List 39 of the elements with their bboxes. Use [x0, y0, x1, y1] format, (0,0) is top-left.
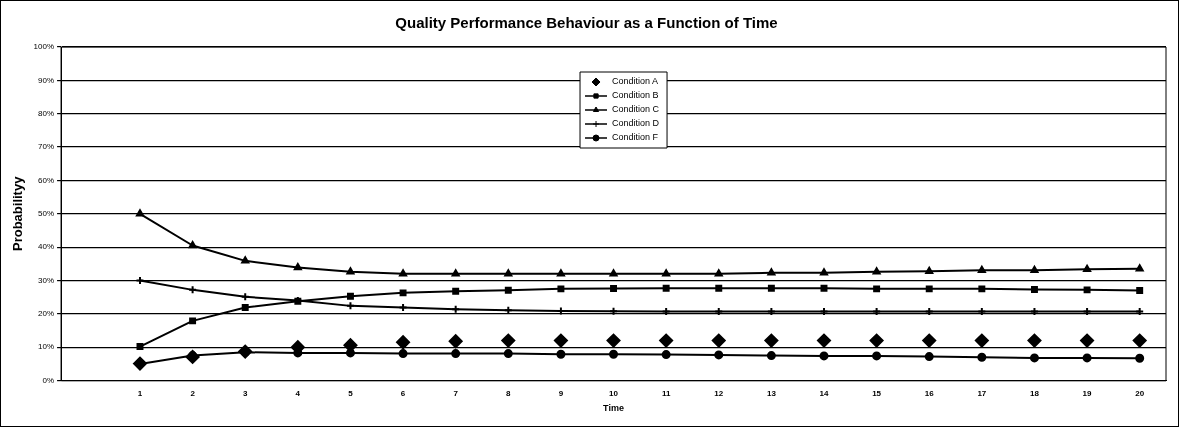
y-tick-label: 20% [38, 309, 55, 319]
legend-label: Condition B [612, 90, 659, 101]
x-axis-title: Time [603, 403, 624, 414]
x-tick-label: 17 [977, 388, 987, 398]
x-tick-label: 9 [558, 388, 564, 398]
y-tick-label: 90% [38, 75, 55, 85]
x-tick-label: 14 [819, 388, 829, 398]
x-tick-label: 11 [661, 388, 671, 398]
legend-label: Condition A [612, 76, 659, 87]
x-tick-label: 18 [1030, 388, 1040, 398]
x-tick-label: 6 [400, 388, 406, 398]
y-tick-label: 0% [42, 375, 55, 385]
y-tick-label: 50% [38, 209, 55, 218]
legend-label: Condition F [612, 132, 659, 143]
y-tick-label: 30% [38, 275, 55, 285]
chart-title: Quality Performance Behaviour as a Function of Time [395, 14, 778, 32]
y-tick-label: 70% [38, 142, 55, 152]
y-tick-label: 60% [38, 175, 55, 185]
x-tick-label: 8 [506, 388, 512, 398]
x-tick-label: 7 [453, 388, 459, 398]
y-tick-label: 100% [33, 42, 55, 52]
legend-label: Condition C [612, 104, 660, 115]
x-tick-label: 1 [137, 388, 143, 398]
x-tick-label: 4 [295, 388, 301, 398]
x-tick-label: 19 [1082, 388, 1093, 398]
x-tick-label: 10 [609, 388, 619, 398]
x-tick-label: 20 [1135, 388, 1145, 398]
x-tick-label: 15 [872, 388, 882, 398]
x-tick-label: 13 [766, 388, 777, 398]
y-tick-label: 80% [38, 108, 55, 118]
x-tick-label: 2 [190, 388, 196, 398]
x-tick-label: 12 [714, 388, 724, 398]
x-tick-label: 5 [348, 388, 354, 398]
legend-label: Condition D [612, 118, 660, 129]
x-tick-label: 16 [924, 388, 935, 398]
y-tick-label: 40% [38, 242, 55, 252]
x-tick-label: 3 [242, 388, 248, 398]
y-axis-title: Probabilityy [10, 175, 26, 252]
y-tick-label: 10% [38, 342, 55, 352]
